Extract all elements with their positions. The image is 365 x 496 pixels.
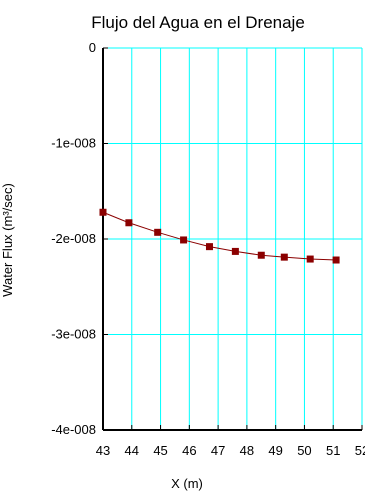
x-tick-label: 51	[326, 443, 340, 458]
x-tick-labels: 43 44 45 46 47 48 49 50 51 52	[96, 443, 365, 458]
y-tick-labels: 0 -1e-008 -2e-008 -3e-008 -4e-008	[51, 40, 96, 437]
axes	[102, 47, 363, 431]
y-tick-label: -1e-008	[51, 136, 96, 151]
data-point-marker	[231, 247, 239, 255]
data-series	[99, 208, 340, 264]
data-point-marker	[306, 255, 314, 263]
y-tick-label: -3e-008	[51, 327, 96, 342]
x-tick-label: 44	[125, 443, 139, 458]
x-tick-label: 43	[96, 443, 110, 458]
data-point-marker	[257, 251, 265, 259]
chart-title: Flujo del Agua en el Drenaje	[91, 13, 305, 32]
x-tick-label: 50	[297, 443, 311, 458]
x-tick-label: 46	[182, 443, 196, 458]
grid	[102, 47, 363, 431]
data-point-marker	[205, 243, 213, 251]
data-point-marker	[332, 256, 340, 264]
y-tick-label: -4e-008	[51, 422, 96, 437]
y-tick-label: 0	[89, 40, 96, 55]
y-axis-label: Water Flux (m³/sec)	[0, 183, 15, 297]
data-point-marker	[99, 208, 107, 216]
x-tick-label: 48	[240, 443, 254, 458]
x-tick-label: 47	[211, 443, 225, 458]
series-line	[102, 211, 337, 261]
data-point-marker	[125, 219, 133, 227]
data-point-marker	[180, 236, 188, 244]
x-tick-label: 45	[153, 443, 167, 458]
x-tick-label: 49	[268, 443, 282, 458]
y-tick-label: -2e-008	[51, 231, 96, 246]
data-point-marker	[154, 228, 162, 236]
x-axis-label: X (m)	[171, 476, 203, 491]
x-tick-label: 52	[355, 443, 365, 458]
data-point-marker	[280, 253, 288, 261]
